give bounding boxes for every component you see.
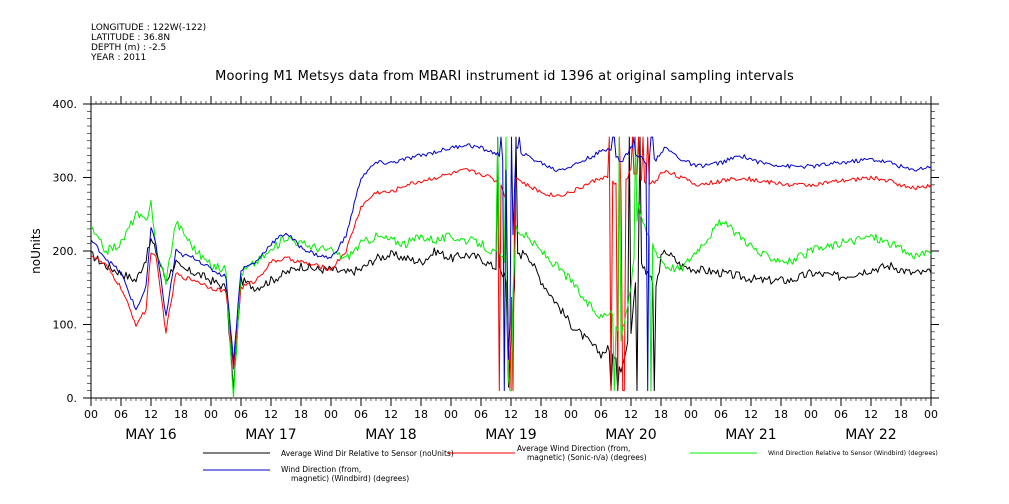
x-tick-label: 12 <box>744 408 758 421</box>
x-tick-label: 00 <box>804 408 818 421</box>
day-label: MAY 17 <box>245 427 296 443</box>
x-tick-label: 06 <box>474 408 488 421</box>
y-tick-label: 400. <box>53 98 78 111</box>
x-tick-label: 06 <box>114 408 128 421</box>
depth-label: DEPTH (m) : -2.5 <box>91 43 167 53</box>
x-tick-label: 12 <box>624 408 638 421</box>
chart-title: Mooring M1 Metsys data from MBARI instru… <box>215 69 794 84</box>
x-tick-label: 00 <box>324 408 338 421</box>
x-tick-label: 12 <box>384 408 398 421</box>
y-tick-label: 300. <box>53 172 78 185</box>
y-axis-label: noUnits <box>29 228 43 274</box>
day-label: MAY 16 <box>125 427 176 443</box>
y-tick-label: 200. <box>53 245 78 258</box>
x-tick-label: 18 <box>654 408 668 421</box>
x-tick-label: 12 <box>144 408 158 421</box>
y-tick-label: 0. <box>67 392 78 405</box>
x-tick-label: 00 <box>84 408 98 421</box>
day-label: MAY 20 <box>605 427 656 443</box>
legend-item-1: Average Wind Dir Relative to Sensor (noU… <box>281 449 454 458</box>
x-tick-label: 12 <box>504 408 518 421</box>
x-tick-label: 00 <box>204 408 218 421</box>
day-label: MAY 19 <box>485 427 536 443</box>
x-tick-label: 00 <box>684 408 698 421</box>
x-tick-label: 18 <box>174 408 188 421</box>
x-tick-label: 12 <box>264 408 278 421</box>
y-tick-label: 100. <box>53 319 78 332</box>
x-tick-label: 06 <box>834 408 848 421</box>
legend-item-4-line2: magnetic) (Windbird) (degrees) <box>291 474 410 483</box>
x-tick-label: 18 <box>534 408 548 421</box>
legend-item-3: Wind Direction Relative to Sensor (Windb… <box>768 450 938 457</box>
x-tick-label: 06 <box>594 408 608 421</box>
year-label: YEAR : 2011 <box>91 53 147 63</box>
day-label: MAY 18 <box>365 427 416 443</box>
x-tick-label: 18 <box>414 408 428 421</box>
series-line-2 <box>90 136 932 392</box>
x-tick-label: 18 <box>894 408 908 421</box>
x-tick-label: 18 <box>294 408 308 421</box>
x-tick-label: 12 <box>864 408 878 421</box>
x-tick-label: 00 <box>444 408 458 421</box>
day-label: MAY 22 <box>845 427 896 443</box>
x-tick-label: 06 <box>234 408 248 421</box>
series-line-4 <box>90 136 932 392</box>
legend-item-2-line1: Average Wind Direction (from, <box>517 444 631 453</box>
series-line-3 <box>90 136 932 399</box>
day-label: MAY 21 <box>725 427 776 443</box>
x-tick-label: 06 <box>354 408 368 421</box>
x-tick-label: 18 <box>774 408 788 421</box>
x-tick-label: 00 <box>924 408 938 421</box>
longitude-label: LONGITUDE : 122W(-122) <box>91 23 207 33</box>
latitude-label: LATITUDE : 36.8N <box>91 33 171 43</box>
legend-item-4-line1: Wind Direction (from, <box>281 465 362 474</box>
legend-item-2-line2: magnetic) (Sonic-n/a) (degrees) <box>527 453 647 462</box>
x-tick-label: 00 <box>564 408 578 421</box>
x-tick-label: 06 <box>714 408 728 421</box>
